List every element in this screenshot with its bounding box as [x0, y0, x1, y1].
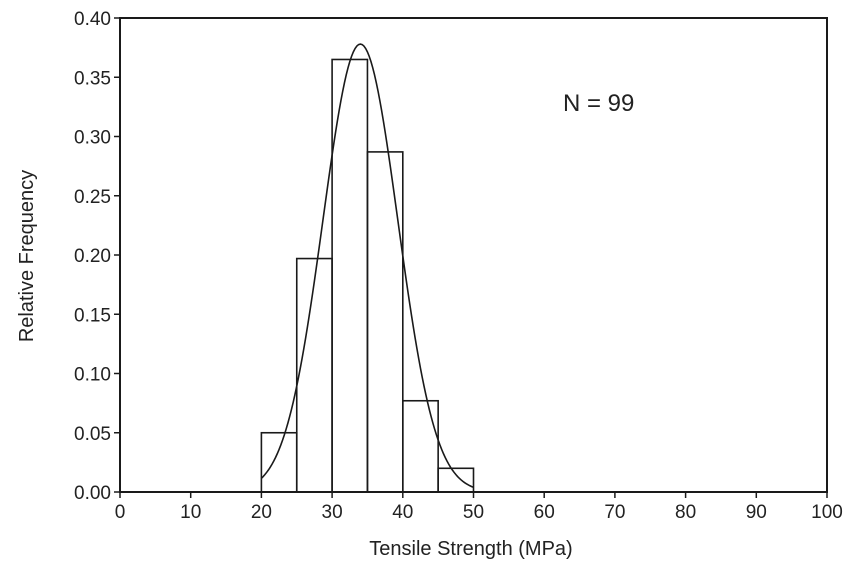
x-tick-label: 90 [746, 502, 767, 523]
x-tick-label: 10 [180, 502, 201, 523]
bars-layer [260, 58, 475, 493]
normal-fit-curve [260, 43, 474, 489]
x-axis: 0 10 20 30 40 50 60 70 80 90 100 [115, 492, 843, 523]
y-tick-label: 0.30 [74, 128, 111, 149]
x-tick-label: 80 [675, 502, 696, 523]
y-axis-title: Relative Frequency [16, 170, 38, 342]
plot-frame [119, 17, 828, 493]
x-tick-label: 60 [534, 502, 555, 523]
y-tick-label: 0.20 [74, 246, 111, 267]
x-tick-label: 70 [604, 502, 625, 523]
y-tick-label: 0.05 [74, 424, 111, 445]
x-tick-label: 100 [811, 502, 843, 523]
histogram-bar [366, 151, 404, 493]
x-tick-label: 40 [392, 502, 413, 523]
y-tick-label: 0.10 [74, 365, 111, 386]
x-tick-label: 0 [115, 502, 126, 523]
y-axis: 0.00 0.05 0.10 0.15 0.20 0.25 0.30 0.35 0.40 [74, 9, 120, 504]
histogram-bar [295, 257, 333, 493]
histogram-bar [401, 399, 439, 493]
x-tick-label: 30 [322, 502, 343, 523]
histogram-bar [260, 431, 298, 493]
sample-size-annotation: N = 99 [563, 90, 634, 117]
y-tick-label: 0.25 [74, 187, 111, 208]
x-axis-title: Tensile Strength (MPa) [369, 538, 572, 560]
x-tick-label: 20 [251, 502, 272, 523]
y-tick-label: 0.15 [74, 305, 111, 326]
y-tick-label: 0.00 [74, 483, 111, 504]
y-tick-label: 0.40 [74, 9, 111, 30]
y-tick-label: 0.35 [74, 68, 111, 89]
x-tick-label: 50 [463, 502, 484, 523]
histogram-bar [437, 467, 475, 493]
